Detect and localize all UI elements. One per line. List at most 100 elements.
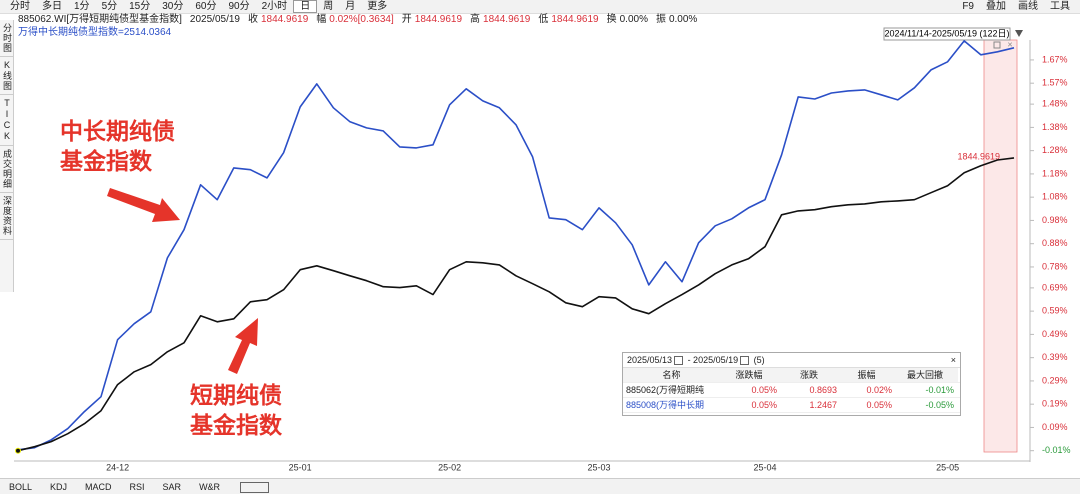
period-tab[interactable]: 多日 [42,1,62,12]
y-tick-label: 0.29% [1042,375,1068,385]
column-header: 振幅 [841,368,896,382]
y-tick-label: 0.98% [1042,215,1068,225]
y-tick-label: 1.28% [1042,145,1068,155]
y-tick-label: 0.39% [1042,352,1068,362]
add-tab[interactable] [229,481,280,493]
table-cell: 0.02% [866,385,892,395]
side-tab[interactable]: 深度资料 [0,193,13,240]
period-tab[interactable]: 30分 [162,1,184,12]
y-tick-label: 1.67% [1042,54,1068,64]
y-tick-label: 0.88% [1042,238,1068,248]
y-tick-label: 0.69% [1042,282,1068,292]
table-row[interactable]: 885062(万得短期纯 0.05% 0.8693 0.02% -0.01% [623,383,960,398]
arrow [228,318,258,374]
x-tick-label: 25-01 [289,462,312,472]
annotation: 中长期纯债 [60,118,175,144]
end-date: - 2025/05/19 [687,355,739,365]
info-label: 开 [401,14,412,25]
side-tab[interactable]: 成交明细 [0,146,13,193]
indicator-tab[interactable]: MACD [85,482,112,492]
side-tab[interactable]: K线图 [0,57,13,95]
annotation: 基金指数 [190,412,283,438]
count: (5) [753,355,765,365]
table-cell: 885062(万得短期纯 [626,385,705,395]
period-tab[interactable]: 2小时 [261,1,288,12]
info-label: 振 [655,14,666,25]
x-tick-label: 24-12 [106,462,129,472]
compare-table: 2025/05/13 - 2025/05/19 (5) × 名称 涨跌幅 涨跌 振幅 最大… [622,352,961,416]
column-header: 最大回撤 [896,368,958,382]
table-cell: 1.2467 [809,400,837,410]
dropdown-icon[interactable] [1015,30,1023,37]
close-icon[interactable]: × [1007,39,1012,49]
tool-button[interactable]: 叠加 [986,1,1006,12]
table-row[interactable]: 885008(万得中长期 0.05% 1.2467 0.05% -0.05% [623,398,960,413]
x-tick-label: 25-03 [587,462,610,472]
sidebar: 分时图 K线图 TICK 成交明细 深度资料 [0,20,14,292]
period-tab[interactable]: 周 [323,1,334,12]
info-value: 1844.9619 [551,14,599,25]
table-cell: 0.05% [751,400,777,410]
info-item: 振 0.00% [656,14,697,26]
period-tab[interactable]: 日 [293,0,318,13]
side-tab[interactable]: 分时图 [0,20,13,57]
period-tab[interactable]: 1分 [74,1,90,12]
arrow [107,188,180,222]
y-tick-label: 1.38% [1042,122,1068,132]
y-tick-label: 0.59% [1042,306,1068,316]
period-tab[interactable]: 90分 [228,1,250,12]
period-tab[interactable]: 15分 [129,1,151,12]
info-label: 换 [606,14,617,25]
side-tab[interactable]: TICK [0,95,13,146]
period-tab[interactable]: 60分 [195,1,217,12]
x-tick-label: 25-04 [753,462,776,472]
info-label: 收 [247,14,258,25]
y-tick-label: 0.78% [1042,261,1068,271]
info-item: 换 0.00% [607,14,648,26]
annotation: 基金指数 [60,148,153,174]
y-tick-label: -0.01% [1042,445,1071,455]
info-value: 1844.9619 [414,14,463,25]
tool-button[interactable]: F9 [962,1,974,12]
x-tick-label: 25-05 [936,462,959,472]
indicator-tab[interactable]: SAR [162,482,182,492]
x-tick-label: 25-02 [438,462,461,472]
period-tab[interactable]: 分时 [10,1,30,12]
close-button[interactable]: × [950,355,956,365]
info-item: 高 1844.9619 [470,14,530,26]
range-label: 2024/11/14-2025/05/19 (122日) [885,28,1010,38]
table-cell: -0.05% [925,400,954,410]
table-cell: 885008(万得中长期 [626,400,705,410]
tool-button[interactable]: 画线 [1018,1,1038,12]
info-text: 885062.WI[万得短期纯债型基金指数] [18,14,182,25]
info-value: 1844.9619 [483,14,531,25]
table-row: 名称 涨跌幅 涨跌 振幅 最大回撤 [623,368,960,383]
period-tab[interactable]: 更多 [367,1,388,12]
range-box[interactable] [883,27,1011,41]
start-date: 2025/05/13 [627,355,673,365]
info-value: 1844.9619 [260,14,309,25]
column-header: 涨跌幅 [721,368,781,382]
toolbar: 分时 多日 1分 5分 15分 30分 60分 90分 2小时日周月更多 F9 叠加 画线 工具 [0,0,1080,14]
indicator-tab[interactable]: BOLL [9,482,33,492]
maximize-icon[interactable] [993,41,1001,49]
info-item: 低 1844.9619 [538,14,598,26]
info-text: 2025/05/19 [189,14,240,25]
y-tick-label: 0.49% [1042,329,1068,339]
info-item: 幅 0.02%[0.3634] [316,14,394,26]
info-value: 0.00% [668,14,698,25]
column-header: 涨跌 [781,368,841,382]
period-tab[interactable]: 月 [345,1,356,12]
indicator-tab[interactable]: KDJ [50,482,68,492]
info-value: 0.00% [619,14,648,25]
tool-button[interactable]: 工具 [1050,1,1070,12]
table-cell: -0.01% [925,385,954,395]
indicator-tab[interactable]: W&R [199,482,221,492]
info-label: 高 [470,14,481,25]
series-line [17,40,1015,451]
column-header: 名称 [623,368,721,382]
info-bar: 885062.WI[万得短期纯债型基金指数] 2025/05/19 收 1844.96… [18,14,697,26]
period-tab[interactable]: 5分 [101,1,118,12]
indicator-tab[interactable]: RSI [129,482,145,492]
